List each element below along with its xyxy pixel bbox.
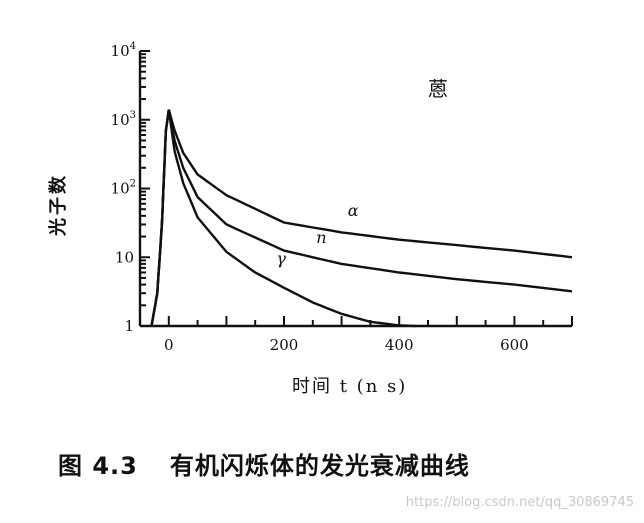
series-label: γ bbox=[276, 249, 286, 268]
series-label: α bbox=[348, 201, 359, 220]
y-tick-label: 1 bbox=[124, 317, 134, 335]
decay-chart: 1 10 102 103 104 0 200 400 600 α n γ 蒽 时间 t (n s)… bbox=[47, 41, 573, 397]
watermark: https://blog.csdn.net/qq_30869745 bbox=[405, 495, 634, 510]
series-label: n bbox=[316, 228, 326, 247]
y-tick-label: 103 bbox=[111, 110, 136, 129]
y-tick-label: 104 bbox=[111, 41, 136, 60]
y-axis: 1 10 102 103 104 bbox=[111, 41, 150, 335]
figure-caption: 图 4.3 有机闪烁体的发光衰减曲线 bbox=[58, 446, 470, 481]
series-line bbox=[150, 109, 417, 328]
y-tick-label: 10 bbox=[115, 248, 134, 266]
chart-title: 蒽 bbox=[428, 77, 448, 101]
x-tick-label: 200 bbox=[270, 336, 299, 354]
y-axis-label: 光子数 bbox=[47, 173, 69, 237]
series-line bbox=[150, 109, 573, 327]
x-tick-label: 0 bbox=[164, 336, 174, 354]
x-tick-label: 600 bbox=[500, 336, 529, 354]
x-tick-label: 400 bbox=[385, 336, 414, 354]
figure-caption-text: 有机闪烁体的发光衰减曲线 bbox=[169, 452, 470, 480]
figure-number: 图 4.3 bbox=[58, 452, 138, 480]
y-tick-label: 102 bbox=[111, 179, 136, 198]
x-axis-label: 时间 t (n s) bbox=[292, 376, 407, 397]
x-axis: 0 200 400 600 bbox=[140, 316, 573, 354]
series-line bbox=[150, 109, 573, 327]
series-group bbox=[150, 109, 573, 328]
labels-group: α n γ bbox=[276, 201, 358, 268]
